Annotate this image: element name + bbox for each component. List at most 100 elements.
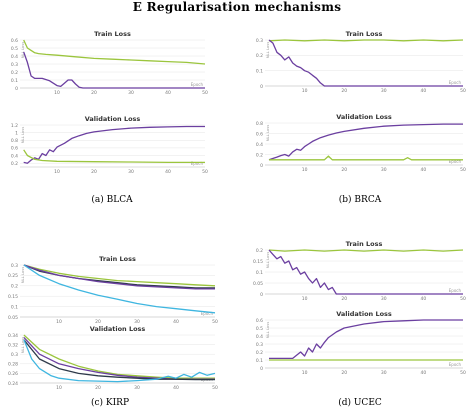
x-tick-label: 20 [91, 90, 97, 96]
y-tick-label: 0.4 [256, 334, 263, 340]
x-tick-label: 20 [341, 370, 347, 376]
x-tick-label: 40 [421, 370, 427, 376]
y-tick-label: 0 [260, 366, 263, 372]
y-tick-label: 0.1 [256, 270, 263, 276]
chart-title: Validation Loss [85, 115, 141, 123]
x-tick-label: 50 [460, 370, 466, 376]
y-axis-label: NLL Loss [20, 42, 25, 59]
x-tick-label: 10 [302, 370, 308, 376]
x-tick-label: 50 [202, 90, 208, 96]
x-axis-label: Epoch [449, 362, 462, 367]
series-line-1 [23, 39, 206, 65]
x-tick-label: 10 [302, 296, 308, 302]
chart-brca-validation: Validation Loss 0 0.2 0.4 0.6 0.8 10 20 30 40 50 NL… [256, 113, 466, 173]
series-line-4 [23, 264, 216, 314]
x-tick-label: 40 [421, 88, 427, 94]
series-line-2 [269, 155, 463, 161]
chart-brca-train: Train Loss 0 0.1 0.2 0.3 10 20 30 40 50 NLL Loss Ep… [256, 30, 466, 94]
y-tick-label: 0.34 [8, 333, 18, 339]
y-tick-label: 0.4 [11, 153, 18, 159]
series-line-1 [23, 125, 205, 164]
series-line-4 [23, 339, 216, 383]
x-tick-label: 30 [381, 370, 387, 376]
y-tick-label: 0.25 [8, 273, 18, 279]
y-tick-label: 0.1 [256, 68, 263, 74]
x-tick-label: 10 [302, 88, 308, 94]
caption-blca: (a) BLCA [91, 195, 133, 205]
x-tick-label: 50 [202, 169, 208, 175]
x-tick-label: 30 [381, 296, 387, 302]
y-axis-label: NLL Loss [20, 267, 25, 284]
y-axis-label: NLL Loss [265, 125, 270, 142]
series-line-2 [23, 51, 205, 89]
y-tick-label: 0.1 [11, 78, 18, 84]
x-tick-label: 20 [341, 296, 347, 302]
x-tick-label: 50 [460, 296, 466, 302]
y-axis-label: NLL Loss [20, 127, 25, 144]
chart-ucec-validation: Validation Loss 0 0.1 0.2 0.3 0.4 0.5 0.6 10 20 30… [256, 310, 466, 376]
y-tick-label: 0 [260, 84, 263, 90]
y-tick-label: 0.3 [11, 263, 18, 269]
y-tick-label: 0.15 [253, 259, 263, 265]
x-tick-label: 30 [381, 167, 387, 173]
x-axis-label: Epoch [449, 159, 462, 164]
y-tick-label: 0.6 [11, 146, 18, 152]
caption-ucec: (d) UCEC [338, 398, 382, 408]
y-tick-label: 0.4 [11, 54, 18, 60]
y-axis-label: NLL Loss [20, 337, 25, 354]
y-tick-label: 0.4 [256, 142, 263, 148]
x-tick-label: 40 [421, 296, 427, 302]
y-tick-label: 0.2 [256, 248, 263, 254]
chart-title: Validation Loss [90, 325, 146, 333]
y-tick-label: 0.2 [256, 53, 263, 59]
x-tick-label: 40 [165, 90, 171, 96]
y-tick-label: 0.6 [11, 38, 18, 44]
x-axis-label: Epoch [449, 288, 462, 293]
x-tick-label: 50 [212, 319, 218, 325]
x-tick-label: 30 [134, 385, 140, 391]
y-tick-label: 0.15 [8, 294, 18, 300]
series-line-1 [268, 249, 464, 252]
x-tick-label: 10 [56, 385, 62, 391]
y-tick-label: 0.2 [11, 161, 18, 167]
x-tick-label: 20 [341, 88, 347, 94]
y-axis-label: NLL Loss [265, 42, 270, 59]
x-tick-label: 30 [128, 90, 134, 96]
chart-kirp-validation: Validation Loss 0.24 0.26 0.28 0.3 0.32 0.34 10… [8, 325, 218, 391]
series-line-2 [268, 39, 463, 87]
y-tick-label: 0.5 [11, 46, 18, 52]
y-tick-label: 0.26 [8, 371, 18, 377]
section-title: E Regularisation mechanisms [132, 0, 342, 14]
y-tick-label: 0.2 [256, 152, 263, 158]
y-tick-label: 0.2 [256, 350, 263, 356]
y-tick-label: 0 [260, 292, 263, 298]
series-line-3 [23, 264, 215, 290]
y-tick-label: 0.05 [253, 281, 263, 287]
caption-kirp: (c) KIRP [90, 398, 130, 408]
caption-brca: (b) BRCA [338, 195, 382, 205]
y-tick-label: 0.6 [256, 318, 263, 324]
x-tick-label: 40 [173, 319, 179, 325]
x-tick-label: 20 [91, 169, 97, 175]
chart-blca-train: Train Loss 0 0.1 0.2 0.3 0.4 0.5 0.6 10 20 30 40 50 N… [11, 30, 208, 96]
chart-blca-validation: Validation Loss 0.2 0.40.6 0.8 11.2 10 20 30 40 5… [11, 115, 208, 175]
y-tick-label: 0.05 [8, 315, 18, 321]
y-tick-label: 0.3 [11, 62, 18, 68]
x-tick-label: 10 [302, 167, 308, 173]
series-line-1 [268, 123, 463, 161]
x-tick-label: 50 [460, 88, 466, 94]
series-line-3 [23, 339, 215, 381]
y-axis-label: NLL Loss [265, 252, 270, 269]
x-tick-label: 20 [341, 167, 347, 173]
y-tick-label: 0.32 [8, 342, 18, 348]
y-tick-label: 0.8 [256, 121, 263, 127]
series-line-2 [23, 149, 205, 164]
x-tick-label: 40 [165, 169, 171, 175]
series-line-2 [268, 249, 463, 295]
y-tick-label: 0.5 [256, 326, 263, 332]
x-tick-label: 10 [54, 169, 60, 175]
y-tick-label: 0.8 [11, 138, 18, 144]
y-tick-label: 0 [15, 86, 18, 92]
y-tick-label: 1 [15, 130, 18, 136]
x-tick-label: 50 [460, 167, 466, 173]
